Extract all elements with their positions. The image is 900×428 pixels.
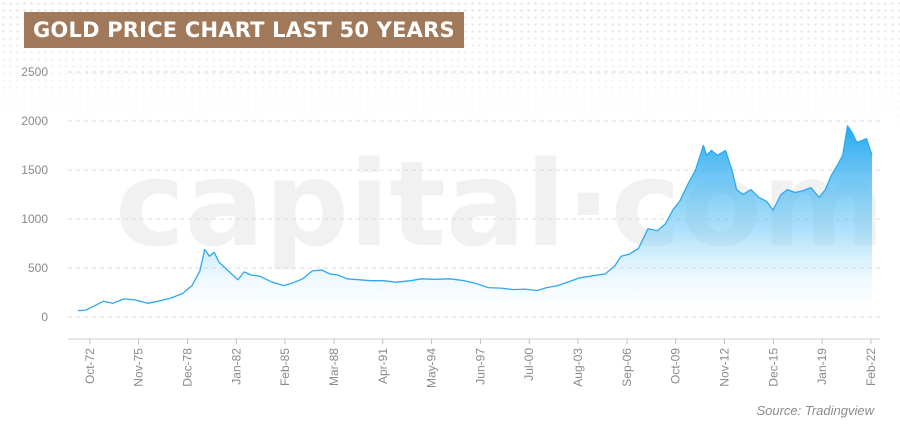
x-tick-label: Nov-12: [717, 348, 731, 387]
area-layer: [77, 125, 873, 318]
y-tick-label: 1000: [21, 212, 48, 226]
x-tick-label: May-94: [425, 348, 439, 388]
x-tick-label: Aug-03: [571, 348, 585, 387]
x-tick-label: Dec-15: [766, 348, 780, 387]
source-note: Source: Tradingview: [756, 403, 874, 418]
price-line: [77, 125, 873, 312]
x-tick-label: Mar-88: [327, 348, 341, 386]
x-axis: Oct-72 Nov-75 Dec-78 Jan-82 Feb-85 Mar-88 Apr-…: [68, 338, 880, 388]
y-tick-label: 2000: [21, 114, 48, 128]
title-banner: GOLD PRICE CHART LAST 50 YEARS: [24, 12, 464, 48]
x-tick-label: Jan-19: [815, 348, 829, 385]
y-axis-ticks: 0 500 1000 1500 2000 2500: [21, 65, 48, 324]
x-tick-label: Sep-06: [620, 348, 634, 387]
y-tick-label: 0: [41, 310, 48, 324]
x-tick-label: Oct-09: [669, 348, 683, 384]
x-tick-label: Nov-75: [132, 348, 146, 387]
x-tick-label: Jan-82: [229, 348, 243, 385]
y-tick-label: 500: [28, 261, 48, 275]
x-tick-label: Jul-00: [522, 348, 536, 381]
x-tick-label: Feb-22: [864, 348, 878, 386]
x-tick-label: Feb-85: [278, 348, 292, 386]
chart-title: GOLD PRICE CHART LAST 50 YEARS: [33, 18, 455, 42]
x-tick-label: Apr-91: [376, 348, 390, 384]
x-tick-label: Dec-78: [181, 348, 195, 387]
y-tick-label: 2500: [21, 65, 48, 79]
y-tick-label: 1500: [21, 163, 48, 177]
x-tick-label: Oct-72: [83, 348, 97, 384]
price-area: [78, 125, 872, 318]
x-tick-label: Jun-97: [473, 348, 487, 385]
